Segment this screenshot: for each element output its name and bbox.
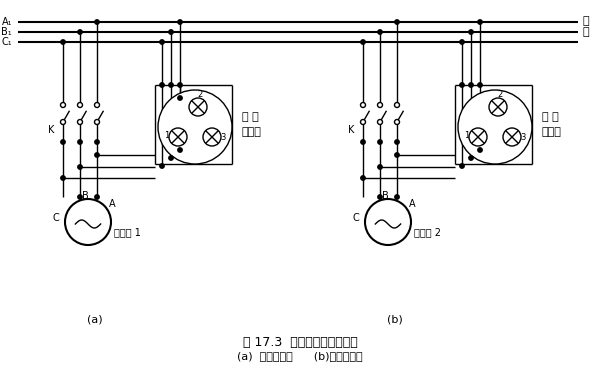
Circle shape [469,128,487,146]
Circle shape [65,199,111,245]
Circle shape [95,140,99,144]
Circle shape [189,98,207,116]
Circle shape [361,140,365,144]
Text: 1: 1 [164,131,170,139]
Text: 同 步: 同 步 [242,112,259,122]
Text: B: B [382,191,388,201]
Circle shape [378,140,382,144]
Circle shape [469,30,473,34]
Circle shape [78,30,82,34]
Text: K: K [48,125,54,135]
Text: C₁: C₁ [1,37,12,47]
Circle shape [178,148,182,152]
Text: A₁: A₁ [2,17,12,27]
Text: B₁: B₁ [1,27,12,37]
Circle shape [378,195,382,199]
Circle shape [169,156,173,160]
Circle shape [203,128,221,146]
Circle shape [61,40,65,44]
Circle shape [460,40,464,44]
Circle shape [361,176,365,180]
Circle shape [158,90,232,164]
Circle shape [395,153,399,157]
Text: 3: 3 [220,132,226,141]
Circle shape [478,83,482,87]
Text: 2: 2 [197,90,203,98]
Circle shape [458,90,532,164]
Text: 电: 电 [583,16,590,26]
Text: 3: 3 [520,132,526,141]
Circle shape [395,140,399,144]
Text: 图 17.3  三相同步发电机整步: 图 17.3 三相同步发电机整步 [242,336,358,349]
Circle shape [77,102,83,108]
Text: C: C [53,213,59,223]
Circle shape [395,102,400,108]
Text: 发电机 2: 发电机 2 [414,227,441,237]
Circle shape [361,40,365,44]
Text: (a)  灯光明暗法      (b)灯光旋转法: (a) 灯光明暗法 (b)灯光旋转法 [237,351,363,361]
Text: 同 步: 同 步 [542,112,559,122]
Circle shape [361,102,365,108]
Circle shape [78,140,82,144]
Circle shape [95,153,99,157]
Circle shape [178,20,182,24]
Circle shape [503,128,521,146]
Circle shape [95,120,100,124]
Circle shape [395,120,400,124]
Circle shape [365,199,411,245]
Circle shape [77,120,83,124]
Circle shape [395,195,399,199]
Text: (b): (b) [387,315,403,325]
Circle shape [361,120,365,124]
Circle shape [160,83,164,87]
Text: B: B [82,191,88,201]
Circle shape [61,140,65,144]
Circle shape [169,128,187,146]
Circle shape [61,176,65,180]
Circle shape [378,165,382,169]
Text: 网: 网 [583,27,590,37]
Circle shape [78,195,82,199]
Circle shape [178,96,182,100]
Circle shape [478,20,482,24]
Circle shape [160,40,164,44]
Text: 1: 1 [464,131,470,139]
Circle shape [61,102,65,108]
Circle shape [378,30,382,34]
Circle shape [178,83,182,87]
Circle shape [377,102,383,108]
Text: A: A [109,199,115,209]
Circle shape [95,20,99,24]
Circle shape [460,164,464,168]
Circle shape [469,83,473,87]
Circle shape [169,30,173,34]
Circle shape [469,156,473,160]
Circle shape [78,165,82,169]
Circle shape [377,120,383,124]
Text: K: K [348,125,354,135]
Circle shape [460,83,464,87]
Circle shape [95,102,100,108]
Circle shape [61,120,65,124]
Text: 指示灯: 指示灯 [542,127,562,137]
Circle shape [169,83,173,87]
Circle shape [95,195,99,199]
Text: 发电机 1: 发电机 1 [114,227,141,237]
Text: (a): (a) [87,315,103,325]
Circle shape [160,164,164,168]
Circle shape [395,20,399,24]
Text: 指示灯: 指示灯 [242,127,262,137]
Text: C: C [353,213,359,223]
Circle shape [489,98,507,116]
Text: A: A [409,199,415,209]
Circle shape [478,148,482,152]
Text: 2: 2 [497,90,503,98]
